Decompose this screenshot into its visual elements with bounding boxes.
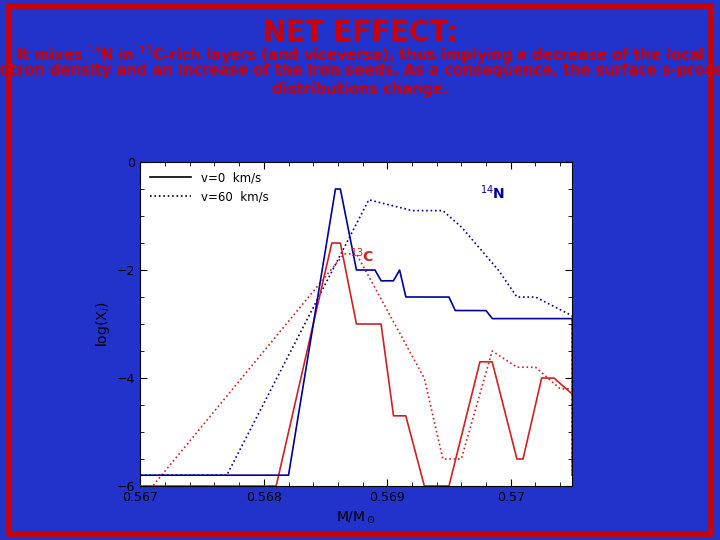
Legend: v=0  km/s, v=60  km/s: v=0 km/s, v=60 km/s <box>146 168 272 207</box>
Text: $^{13}$C: $^{13}$C <box>350 246 374 265</box>
Text: distributions change.: distributions change. <box>271 82 449 97</box>
Text: It mixes $^{14}$N in $^{13}$C-rich layers (and viceversa), thus implying a decre: It mixes $^{14}$N in $^{13}$C-rich layer… <box>16 44 704 66</box>
Text: $^{14}$N: $^{14}$N <box>480 183 505 202</box>
X-axis label: M/M$_\odot$: M/M$_\odot$ <box>336 509 377 525</box>
Text: NET EFFECT:: NET EFFECT: <box>263 19 457 47</box>
Text: neutron density and an increase of the iron seeds. As a consequence, the surface: neutron density and an increase of the i… <box>0 63 720 78</box>
Y-axis label: log(X$_i$): log(X$_i$) <box>94 301 112 347</box>
